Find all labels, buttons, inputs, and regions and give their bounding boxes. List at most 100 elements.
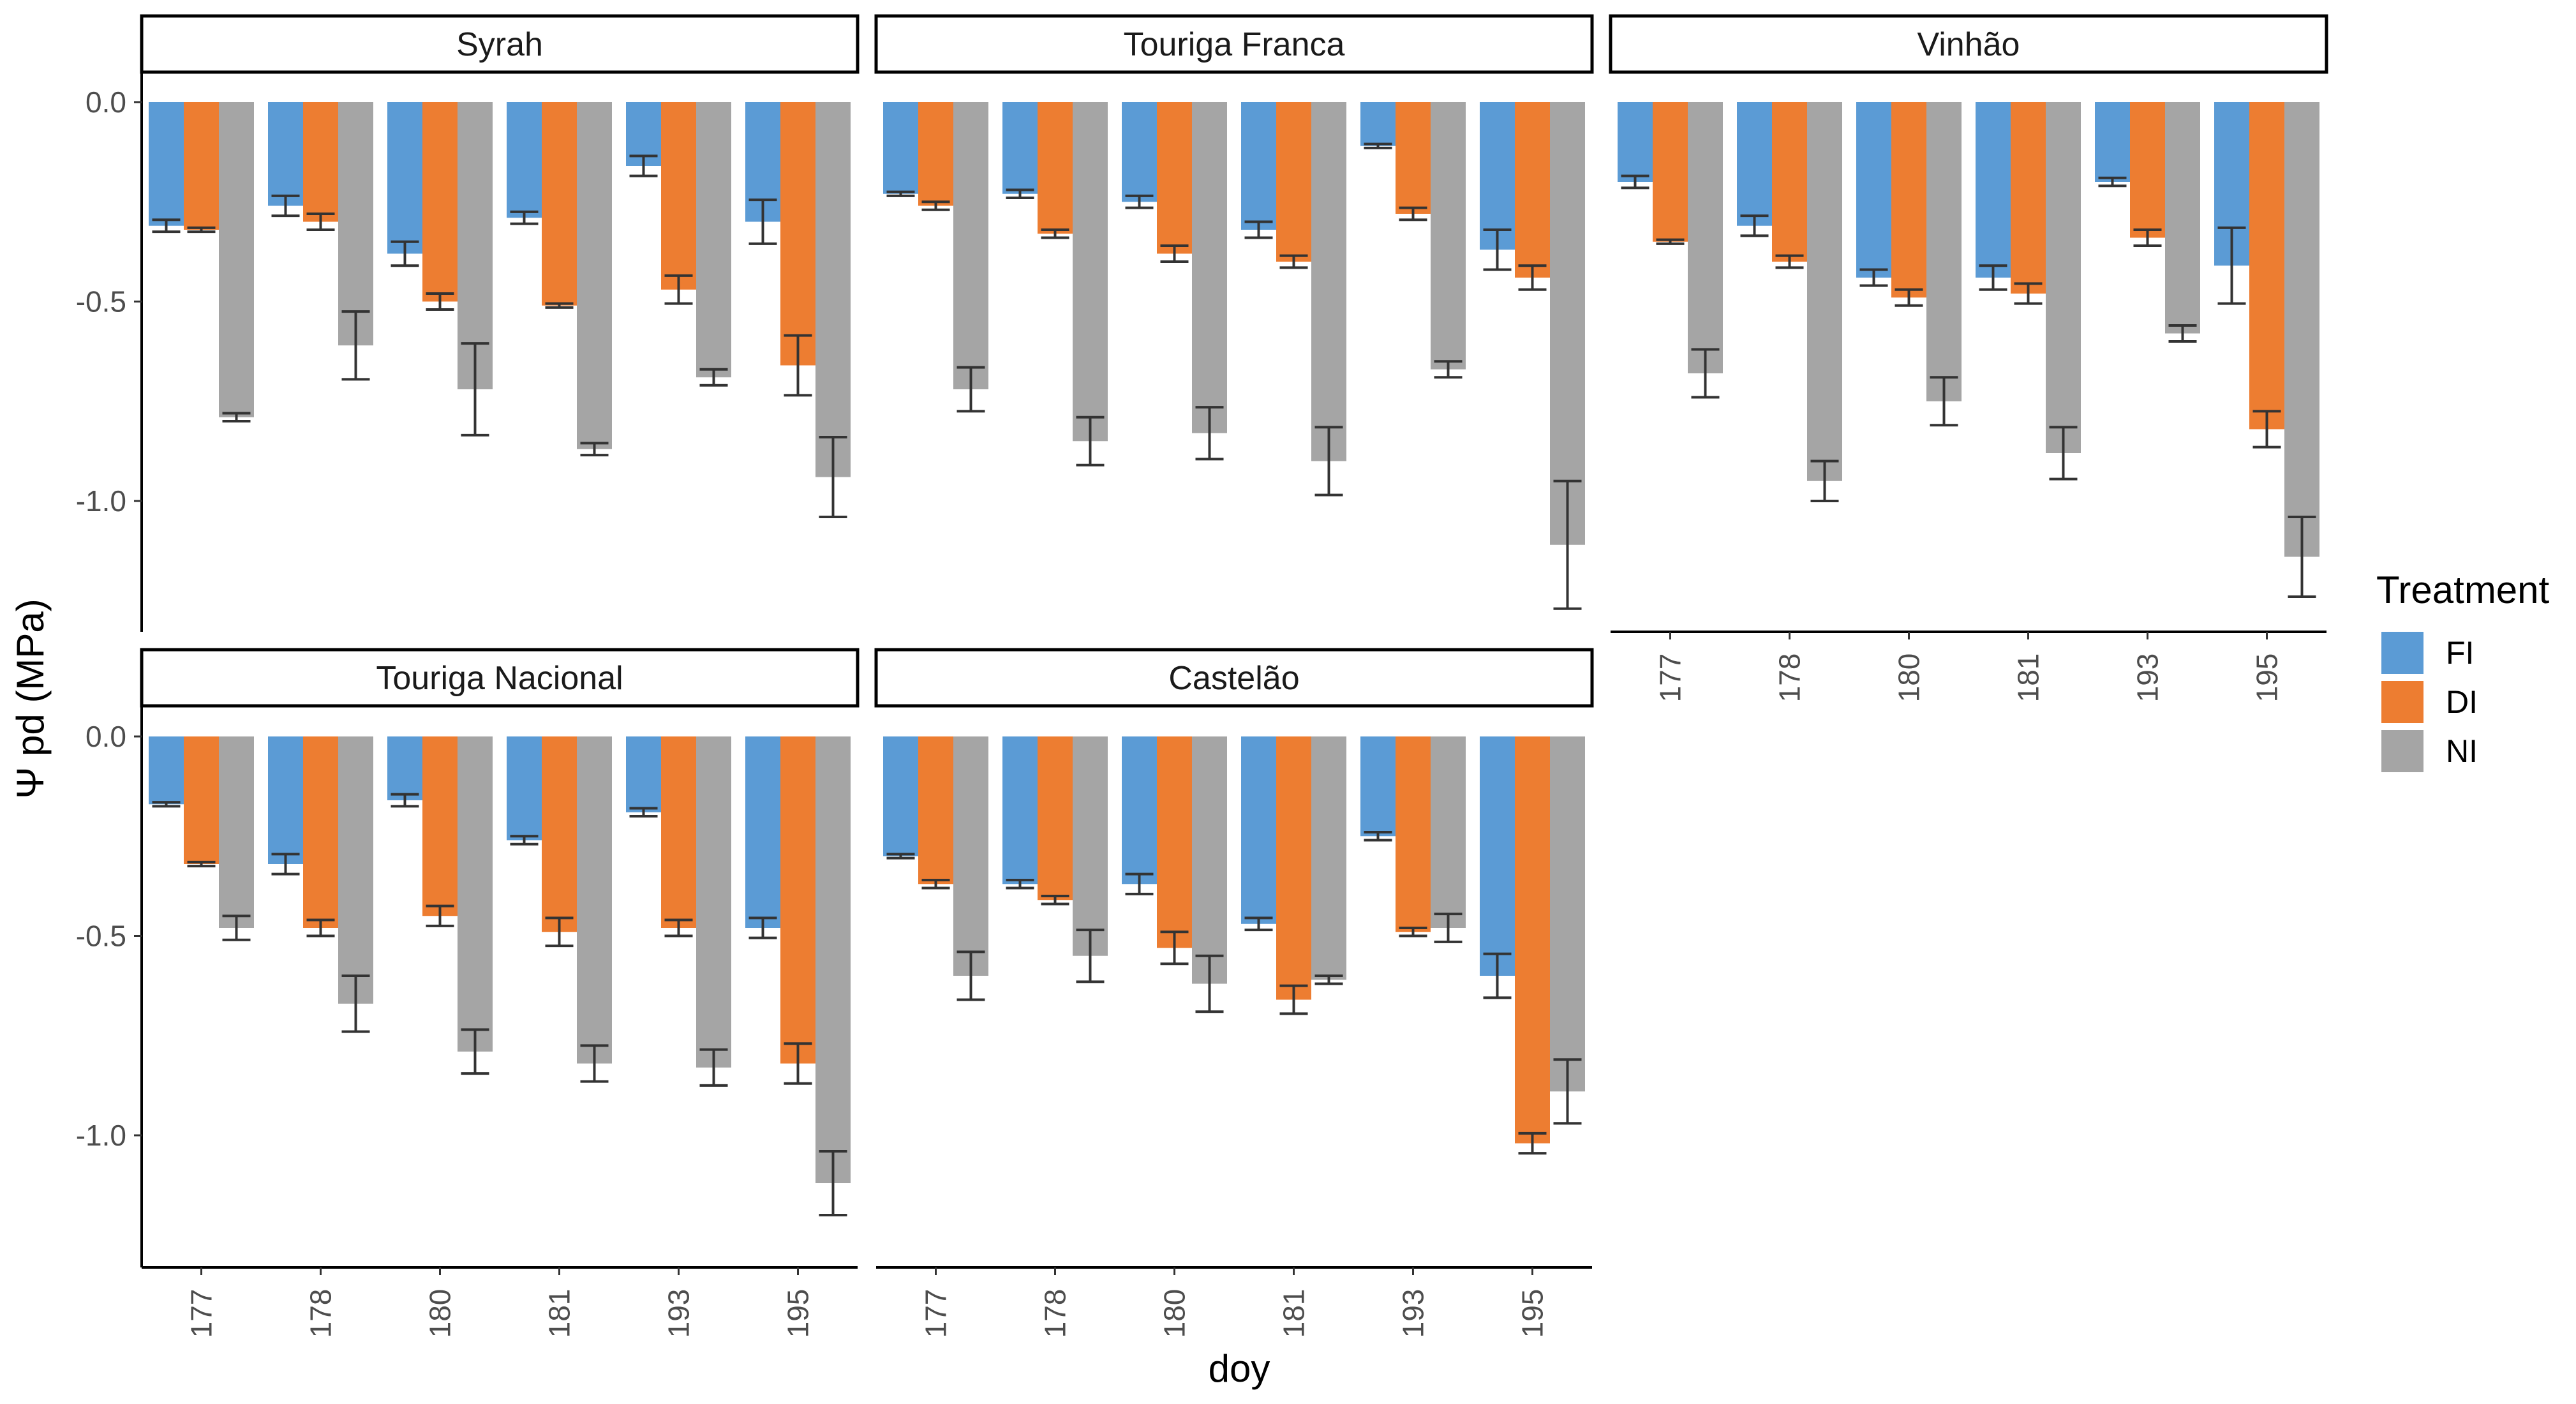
- legend-entry-fi: FI: [2381, 632, 2474, 674]
- error-bar-di-193: [664, 918, 693, 937]
- error-bar-fi-177: [1621, 174, 1649, 190]
- error-bar-di-193: [664, 274, 693, 305]
- bar-fi-178: [1002, 102, 1038, 194]
- error-bar-di-180: [1160, 930, 1189, 966]
- error-bar-di-177: [921, 879, 950, 890]
- bar-di-178: [1772, 102, 1807, 262]
- error-bar-ni-177: [1691, 348, 1720, 399]
- bar-ni-177: [1688, 102, 1723, 373]
- error-bar-di-193: [1399, 927, 1427, 937]
- error-bar-fi-178: [1006, 879, 1034, 890]
- bar-ni-177: [953, 102, 988, 389]
- bar-di-180: [422, 102, 458, 302]
- error-bar-fi-195: [1483, 952, 1512, 999]
- bar-ni-178: [1073, 736, 1108, 956]
- strip-box: [140, 648, 860, 708]
- error-bar-fi-193: [1364, 831, 1392, 842]
- panel-touriga-franca: Touriga Franca: [874, 14, 1594, 610]
- bar-fi-180: [1122, 736, 1157, 885]
- y-axis-title: Ψ pd (MPa): [9, 599, 52, 799]
- error-bar-di-181: [1279, 254, 1308, 269]
- error-bar-ni-177: [222, 412, 251, 422]
- bar-di-181: [1276, 102, 1311, 262]
- error-bar-fi-181: [1244, 220, 1273, 239]
- bar-ni-193: [2165, 102, 2200, 334]
- error-bar-ni-193: [2168, 324, 2197, 343]
- error-bar-ni-177: [957, 950, 985, 1001]
- error-bar-di-177: [187, 860, 216, 868]
- error-bar-ni-178: [341, 975, 370, 1033]
- legend-swatch: [2381, 632, 2423, 674]
- error-bar-ni-180: [1195, 406, 1224, 461]
- y-tick-label: -1.0: [76, 1119, 126, 1152]
- bar-fi-181: [1976, 102, 2011, 278]
- error-bar-ni-178: [1076, 929, 1105, 983]
- error-bar-ni-180: [461, 342, 489, 437]
- error-bar-ni-193: [1434, 913, 1463, 943]
- legend-swatch: [2381, 730, 2423, 772]
- bar-ni-195: [2284, 102, 2319, 557]
- error-bar-fi-178: [1006, 188, 1034, 199]
- y-tick-label: -0.5: [76, 920, 126, 953]
- bar-di-180: [1157, 736, 1192, 948]
- bar-ni-195: [815, 736, 851, 1183]
- error-bar-di-178: [306, 918, 335, 937]
- panel-castel-o: Castelão 177 178 180 181 193 195: [874, 648, 1594, 1338]
- strip-title: Castelão: [1168, 660, 1299, 697]
- bar-di-177: [184, 102, 219, 230]
- bar-fi-177: [149, 102, 184, 226]
- error-bar-di-181: [1279, 984, 1308, 1015]
- bar-fi-181: [507, 736, 542, 840]
- bar-fi-193: [1360, 736, 1396, 837]
- bar-di-181: [2011, 102, 2046, 294]
- error-bar-ni-181: [1314, 426, 1343, 497]
- bar-ni-193: [696, 736, 731, 1068]
- strip-box: [874, 14, 1594, 74]
- error-bar-di-180: [426, 904, 454, 927]
- strip-box: [1609, 14, 2328, 74]
- legend-entries: FI DI NI: [2381, 632, 2478, 772]
- error-bar-di-181: [545, 916, 574, 948]
- error-bar-ni-181: [580, 442, 609, 457]
- bar-fi-181: [1241, 736, 1276, 924]
- strip-title: Touriga Franca: [1124, 26, 1345, 63]
- bar-di-177: [918, 736, 953, 885]
- error-bar-fi-177: [152, 801, 181, 808]
- error-bar-di-180: [1160, 244, 1189, 263]
- bar-ni-181: [1311, 736, 1346, 980]
- x-tick-label-195: 195: [1516, 1289, 1549, 1338]
- error-bar-di-178: [1775, 254, 1804, 269]
- y-tick-label: -0.5: [76, 285, 126, 318]
- error-bar-fi-195: [748, 916, 777, 939]
- legend-label: DI: [2446, 684, 2478, 720]
- error-bar-ni-195: [819, 436, 847, 518]
- error-bar-fi-177: [152, 218, 181, 234]
- legend-title: Treatment: [2376, 569, 2550, 611]
- error-bar-di-181: [545, 302, 574, 309]
- bar-ni-178: [1807, 102, 1842, 481]
- error-bar-fi-181: [510, 835, 539, 846]
- bar-ni-181: [2046, 102, 2081, 453]
- error-bar-fi-181: [1979, 264, 2007, 291]
- bar-ni-178: [338, 102, 373, 346]
- error-bar-fi-195: [748, 198, 777, 245]
- x-tick-label-180: 180: [1158, 1289, 1191, 1338]
- error-bar-ni-177: [222, 915, 251, 941]
- bar-ni-178: [338, 736, 373, 1004]
- x-tick-label-193: 193: [662, 1289, 696, 1338]
- error-bar-ni-193: [1434, 360, 1463, 379]
- bar-fi-181: [507, 102, 542, 218]
- bar-di-178: [303, 102, 338, 222]
- bar-fi-178: [1002, 736, 1038, 885]
- bar-ni-193: [696, 102, 731, 378]
- x-axis-title: doy: [1209, 1347, 1270, 1390]
- bar-di-193: [661, 102, 696, 290]
- error-bar-ni-178: [1810, 459, 1839, 502]
- bar-fi-193: [626, 736, 661, 812]
- bar-di-195: [780, 736, 815, 1064]
- bar-di-181: [542, 102, 577, 306]
- x-tick-label-178: 178: [304, 1289, 338, 1338]
- legend-entry-ni: NI: [2381, 730, 2478, 772]
- x-tick-label-178: 178: [1039, 1289, 1072, 1338]
